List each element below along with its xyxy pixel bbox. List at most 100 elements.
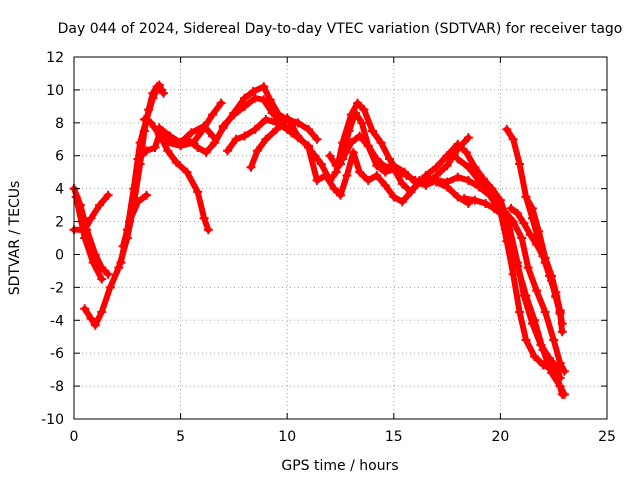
data-point	[355, 167, 365, 177]
data-point	[118, 241, 128, 251]
data-point	[135, 138, 145, 148]
data-point	[146, 118, 156, 128]
series-line	[454, 156, 568, 375]
data-point	[483, 185, 493, 195]
data-point	[540, 253, 550, 263]
data-point	[329, 184, 339, 194]
data-point	[397, 197, 407, 207]
data-point	[199, 213, 209, 223]
data-point	[71, 192, 81, 202]
data-point	[248, 87, 258, 97]
data-point	[240, 101, 250, 111]
data-point	[355, 131, 365, 141]
data-point	[512, 208, 522, 218]
data-point	[80, 304, 90, 314]
data-point	[229, 110, 239, 120]
data-point	[124, 217, 134, 227]
data-point	[282, 124, 292, 134]
series-line	[248, 116, 320, 171]
x-tick-label: 10	[278, 429, 296, 445]
data-point	[163, 146, 173, 156]
data-point	[250, 124, 260, 134]
x-tick-label: 5	[176, 429, 185, 445]
data-point	[86, 213, 96, 223]
data-point	[521, 335, 531, 345]
data-point	[148, 93, 158, 103]
series-track-3	[71, 192, 107, 284]
data-point	[348, 147, 358, 157]
data-point	[459, 194, 469, 204]
data-point	[515, 159, 525, 169]
data-point	[250, 93, 260, 103]
data-point	[406, 187, 416, 197]
series-line	[73, 193, 105, 283]
data-point	[97, 274, 107, 284]
data-point	[171, 157, 181, 167]
data-point	[559, 366, 569, 376]
data-point	[86, 314, 96, 324]
data-point	[504, 225, 514, 235]
data-point	[517, 233, 527, 243]
data-point	[557, 319, 567, 329]
data-point	[210, 138, 220, 148]
data-point	[346, 138, 356, 148]
data-point	[555, 305, 565, 315]
data-point	[521, 192, 531, 202]
y-tick-label: 8	[55, 116, 64, 132]
data-point	[116, 258, 126, 268]
data-point	[540, 307, 550, 317]
data-point	[141, 190, 151, 200]
data-point	[336, 190, 345, 200]
data-point	[218, 121, 228, 131]
data-point	[321, 170, 331, 180]
data-point	[357, 118, 367, 128]
data-point	[523, 263, 533, 273]
data-point	[463, 133, 473, 143]
data-point	[557, 327, 567, 337]
data-point	[350, 108, 360, 118]
data-point	[453, 192, 463, 202]
data-point	[555, 358, 565, 368]
data-point	[463, 175, 473, 185]
data-point	[304, 124, 314, 134]
data-point	[186, 128, 196, 138]
data-point	[154, 80, 164, 90]
data-point	[389, 161, 399, 171]
data-point	[240, 131, 250, 141]
data-point	[530, 315, 540, 325]
data-point	[304, 143, 314, 152]
data-point	[139, 115, 149, 125]
data-point	[508, 217, 518, 227]
series-track-19	[453, 154, 569, 376]
data-point	[508, 269, 518, 279]
y-tick-label: -4	[50, 313, 64, 329]
data-point	[259, 95, 269, 105]
data-point	[367, 126, 377, 136]
y-tick-label: 12	[46, 50, 64, 66]
data-point	[555, 381, 565, 391]
data-point	[376, 138, 386, 148]
series-line	[337, 109, 472, 207]
data-point	[208, 110, 218, 120]
y-tick-label: -10	[41, 412, 64, 428]
data-point	[133, 154, 143, 164]
data-point	[95, 200, 105, 210]
data-point	[515, 307, 525, 317]
axis-ticks	[73, 56, 608, 420]
data-point	[223, 146, 233, 156]
data-point	[442, 177, 452, 187]
data-point	[527, 203, 537, 213]
data-point	[312, 175, 322, 185]
series-line	[135, 100, 225, 162]
data-point	[549, 335, 559, 345]
data-point	[442, 161, 452, 171]
series-track-20	[459, 194, 569, 399]
data-point	[105, 282, 115, 292]
data-point	[154, 123, 164, 133]
data-point	[470, 195, 480, 205]
data-point	[491, 195, 501, 205]
data-point	[372, 170, 382, 180]
y-tick-label: -2	[50, 280, 64, 296]
series-track-6	[118, 190, 151, 251]
